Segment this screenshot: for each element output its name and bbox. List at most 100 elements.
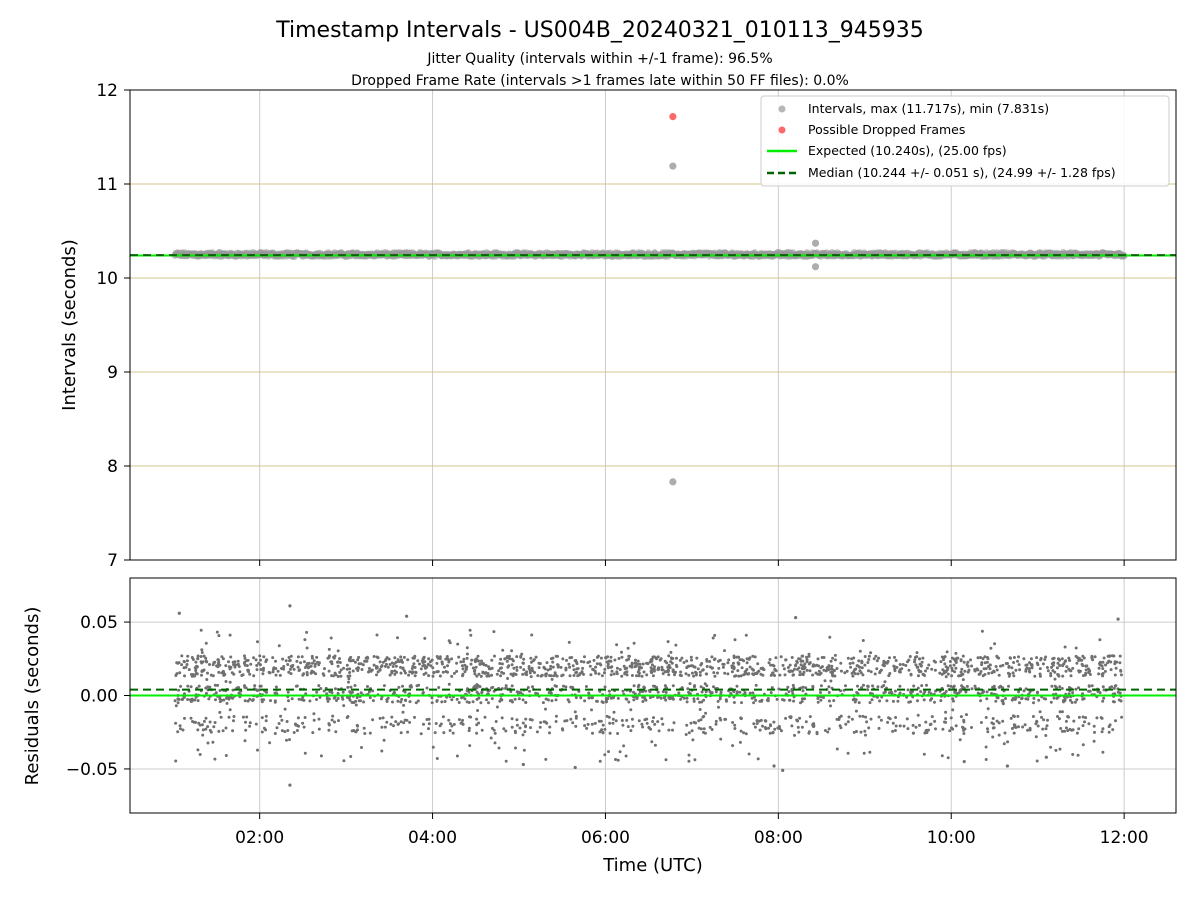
residual-point: [508, 654, 511, 658]
residual-point: [524, 672, 528, 676]
residual-point: [663, 670, 667, 674]
residual-point: [823, 679, 827, 683]
residual-point: [475, 674, 479, 678]
residual-point: [1056, 661, 1060, 665]
residual-point: [664, 758, 668, 762]
residual-point: [245, 659, 249, 663]
residual-point: [1060, 657, 1064, 661]
residual-point: [874, 654, 878, 658]
residual-point: [735, 684, 739, 688]
residual-point: [1029, 657, 1033, 661]
residual-point: [521, 733, 525, 737]
residual-point: [999, 664, 1002, 668]
residual-point: [784, 716, 788, 720]
residual-point: [1060, 687, 1064, 690]
residual-point: [461, 667, 465, 671]
residual-extreme-point-11: [405, 614, 409, 618]
residual-point: [560, 727, 564, 731]
residual-point: [722, 662, 726, 666]
residual-point: [407, 673, 411, 677]
residual-point: [256, 748, 259, 752]
residual-point: [623, 672, 627, 676]
residual-point: [684, 733, 688, 736]
residual-point: [738, 658, 742, 662]
residual-point: [738, 690, 742, 694]
residual-point: [643, 696, 647, 700]
residual-point: [528, 718, 532, 721]
residual-point: [1018, 668, 1022, 672]
residual-point: [1001, 719, 1005, 723]
residual-point: [986, 707, 990, 711]
residual-point: [371, 718, 375, 722]
residual-point: [1021, 725, 1025, 729]
residual-point: [1053, 684, 1057, 688]
residual-point: [997, 721, 1001, 725]
residual-point: [353, 684, 357, 687]
residual-point: [460, 696, 464, 700]
residual-point: [385, 720, 389, 724]
residual-point: [432, 671, 436, 675]
residual-point: [1104, 663, 1107, 667]
residual-point: [400, 658, 403, 662]
residual-point: [644, 698, 648, 702]
residual-point: [471, 700, 475, 704]
residual-point: [641, 725, 645, 729]
figure-title: Timestamp Intervals - US004B_20240321_01…: [275, 18, 924, 43]
residual-point: [934, 727, 937, 731]
residual-point: [277, 644, 281, 648]
residual-point: [970, 664, 974, 668]
residual-point: [513, 697, 517, 701]
residual-point: [412, 662, 416, 666]
residual-point: [502, 727, 506, 731]
residual-point: [447, 718, 451, 722]
residual-extreme-point-6: [772, 764, 776, 768]
residual-point: [750, 696, 754, 700]
residual-point: [950, 674, 954, 678]
residual-point: [776, 726, 780, 730]
residual-point: [241, 715, 245, 719]
residual-point: [301, 721, 305, 725]
residual-point: [1074, 654, 1078, 658]
residual-point: [450, 674, 454, 678]
residual-point: [200, 673, 203, 677]
residual-point: [368, 667, 371, 670]
residual-point: [425, 686, 429, 690]
residual-point: [918, 670, 922, 674]
residual-point: [777, 687, 781, 691]
residual-point: [515, 655, 519, 659]
residual-point: [275, 692, 279, 696]
residual-point: [693, 684, 697, 688]
residual-point: [1038, 710, 1042, 714]
residual-point: [911, 731, 915, 735]
residual-point: [868, 750, 872, 754]
residual-point: [916, 713, 920, 717]
residual-point: [736, 669, 740, 673]
residual-point: [898, 684, 902, 688]
residual-point: [620, 719, 624, 722]
residual-point: [393, 656, 397, 660]
residual-point: [620, 650, 623, 654]
residual-point: [881, 663, 885, 667]
residual-point: [577, 689, 581, 693]
residual-point: [675, 656, 678, 660]
residual-point: [995, 719, 999, 723]
residual-point: [1101, 667, 1105, 671]
residual-point: [771, 731, 775, 735]
residual-point: [1071, 728, 1075, 732]
residual-point: [680, 656, 684, 660]
residual-point: [694, 721, 698, 725]
residual-point: [922, 698, 926, 702]
residual-point: [1095, 716, 1099, 720]
residual-point: [863, 655, 867, 658]
residual-point: [627, 657, 631, 661]
residual-point: [819, 698, 823, 702]
residual-point: [795, 660, 799, 664]
residual-point: [327, 656, 331, 659]
residual-point: [813, 664, 817, 668]
residual-point: [867, 654, 871, 658]
residual-point: [856, 684, 859, 688]
residual-point: [710, 691, 714, 695]
residual-point: [314, 672, 318, 676]
residual-point: [622, 664, 626, 668]
residual-point: [796, 725, 800, 729]
